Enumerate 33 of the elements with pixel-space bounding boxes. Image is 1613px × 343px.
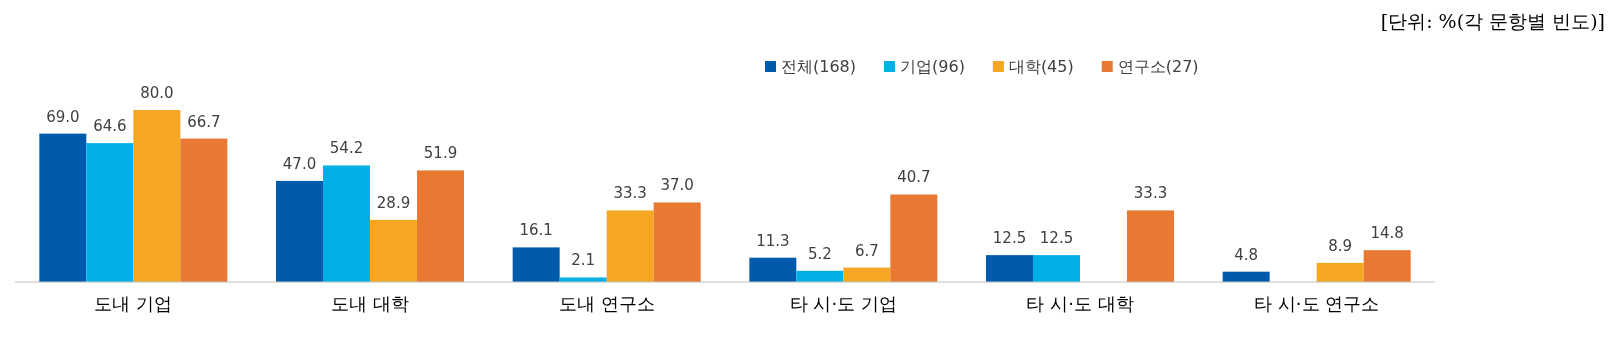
legend-label: 전체(168)	[781, 57, 857, 76]
legend-label: 기업(96)	[900, 57, 965, 76]
data-label: 6.7	[854, 241, 879, 260]
legend-label: 연구소(27)	[1117, 57, 1199, 76]
data-label: 66.7	[187, 112, 221, 131]
data-label: 12.5	[1039, 229, 1074, 248]
data-label: 69.0	[46, 107, 80, 126]
data-label: 33.3	[613, 184, 647, 203]
x-tick-label: 도내 연구소	[558, 293, 655, 314]
data-label: 33.3	[1133, 184, 1168, 203]
data-label: 2.1	[571, 251, 596, 270]
data-label: 5.2	[807, 244, 832, 263]
data-label: 16.1	[519, 221, 553, 240]
x-tick-label: 타 시·도 기업	[789, 293, 897, 314]
data-label: 47.0	[282, 154, 317, 173]
x-tick-label: 타 시·도 연구소	[1254, 293, 1380, 314]
data-label: 54.2	[329, 139, 364, 158]
data-label: 8.9	[1328, 236, 1353, 255]
x-tick-label: 타 시·도 대학	[1026, 293, 1134, 314]
data-label: 28.9	[376, 193, 411, 212]
data-label: 51.9	[423, 144, 458, 163]
data-label: 4.8	[1234, 245, 1259, 264]
legend-label: 대학(45)	[1008, 57, 1074, 76]
data-label: 37.0	[660, 176, 694, 195]
x-tick-label: 도내 기업	[94, 293, 173, 314]
text: [단위: %(각 문항별 빈도)]	[1380, 10, 1605, 32]
data-label: 12.5	[992, 229, 1027, 248]
data-label: 14.8	[1370, 224, 1404, 243]
data-label: 64.6	[93, 117, 127, 136]
data-label: 80.0	[140, 84, 174, 102]
data-label: 40.7	[897, 168, 931, 187]
x-tick-label: 도내 대학	[331, 293, 409, 314]
data-label: 11.3	[756, 231, 790, 250]
